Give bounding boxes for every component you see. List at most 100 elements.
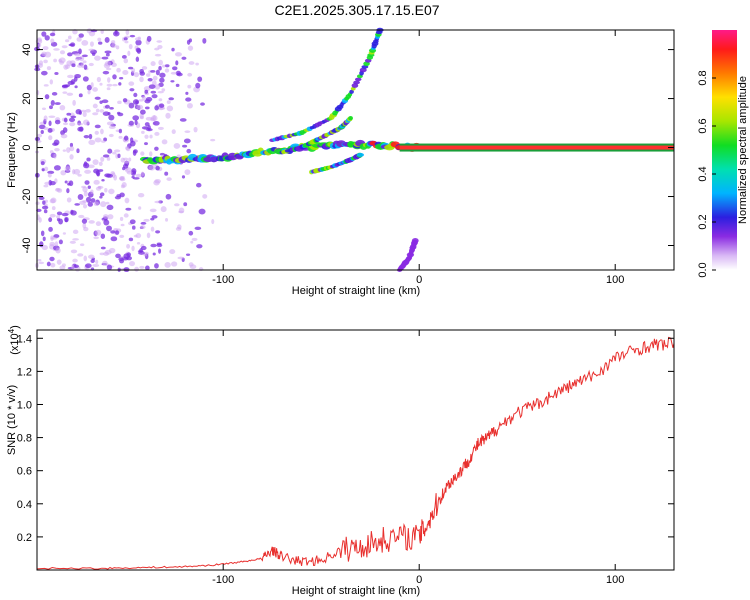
noise-dot — [113, 149, 121, 153]
noise-dot — [43, 127, 49, 130]
noise-dot — [151, 94, 158, 99]
noise-dot — [157, 90, 164, 94]
noise-dot — [76, 122, 83, 126]
echo-dot — [359, 67, 367, 73]
noise-dot — [78, 214, 85, 219]
noise-dot — [171, 261, 178, 267]
noise-dot — [53, 165, 61, 171]
noise-dot — [56, 259, 62, 265]
noise-dot — [108, 188, 115, 195]
noise-dot — [50, 236, 58, 240]
x-tick-label: 100 — [606, 574, 624, 586]
noise-dot — [55, 187, 60, 191]
noise-dot — [116, 194, 122, 198]
noise-dot — [43, 184, 49, 188]
noise-dot — [186, 148, 192, 154]
colorbar-tick-label: 0.4 — [697, 166, 709, 181]
noise-dot — [79, 55, 85, 62]
noise-dot — [154, 146, 159, 151]
noise-dot — [80, 109, 87, 113]
noise-dot — [38, 261, 45, 265]
noise-dot — [154, 131, 160, 136]
spectrogram-y-label: Frequency (Hz) — [6, 112, 18, 188]
noise-dot — [144, 134, 149, 139]
noise-dot — [102, 260, 108, 266]
noise-dot — [62, 149, 67, 152]
noise-dot — [82, 76, 89, 82]
noise-dot — [99, 195, 103, 199]
noise-dot — [68, 180, 74, 187]
y-tick-label: 20 — [21, 92, 33, 104]
noise-dot — [59, 105, 66, 111]
noise-dot — [143, 253, 148, 257]
noise-dot — [82, 60, 87, 64]
noise-dot — [95, 259, 99, 265]
noise-dot — [83, 226, 89, 232]
noise-dot — [108, 125, 116, 129]
noise-dot — [35, 201, 40, 205]
snr-y-label: SNR (10 * v/v) — [6, 385, 18, 455]
noise-dot — [154, 263, 159, 269]
noise-dot — [125, 207, 132, 211]
noise-dot — [37, 43, 42, 47]
noise-dot — [49, 180, 56, 186]
noise-dot — [94, 96, 101, 100]
noise-dot — [66, 197, 72, 203]
noise-dot — [161, 64, 166, 68]
noise-dot — [54, 102, 61, 105]
noise-dot — [122, 98, 128, 103]
noise-dot — [99, 252, 105, 256]
noise-dot — [92, 263, 100, 267]
noise-dot — [67, 80, 75, 85]
noise-dot — [138, 206, 142, 210]
noise-dot — [112, 151, 117, 155]
noise-dot — [49, 79, 54, 85]
noise-dot — [185, 253, 191, 256]
noise-dot — [158, 103, 165, 108]
noise-dot — [173, 142, 181, 149]
noise-dot — [62, 127, 68, 133]
noise-dot — [118, 128, 123, 134]
noise-dot — [41, 31, 47, 37]
echo-dot — [351, 83, 359, 88]
noise-dot — [154, 53, 162, 57]
noise-dot — [93, 179, 100, 185]
noise-dot — [93, 201, 100, 207]
noise-dot — [166, 100, 171, 105]
noise-dot — [77, 253, 84, 257]
noise-dot — [197, 76, 203, 82]
noise-dot — [105, 67, 112, 71]
noise-dot — [159, 72, 166, 78]
noise-dot — [94, 55, 101, 61]
noise-dot — [54, 72, 59, 75]
noise-dot — [78, 33, 84, 38]
noise-dot — [66, 112, 72, 116]
noise-dot — [43, 115, 48, 122]
noise-dot — [146, 232, 151, 239]
noise-dot — [190, 240, 194, 244]
noise-dot — [150, 61, 156, 67]
noise-dot — [152, 115, 156, 122]
noise-dot — [107, 77, 111, 83]
noise-dot — [106, 264, 113, 271]
noise-dot — [179, 118, 187, 122]
noise-dot — [88, 220, 95, 224]
noise-dot — [51, 206, 56, 211]
noise-dot — [123, 37, 128, 41]
noise-dot — [40, 230, 45, 237]
noise-dot — [188, 262, 194, 267]
noise-dot — [113, 174, 117, 181]
noise-dot — [67, 35, 72, 40]
y-tick-label: -20 — [21, 189, 33, 205]
noise-dot — [60, 170, 67, 176]
noise-dot — [135, 173, 142, 178]
echo-band-core — [399, 145, 674, 150]
noise-dot — [175, 83, 180, 87]
noise-dot — [102, 111, 110, 116]
noise-dot — [117, 100, 122, 105]
noise-dot — [114, 230, 120, 235]
noise-dot — [120, 223, 125, 227]
noise-dot — [86, 84, 92, 91]
x-tick-label: 0 — [416, 274, 422, 286]
noise-dot — [117, 153, 121, 159]
